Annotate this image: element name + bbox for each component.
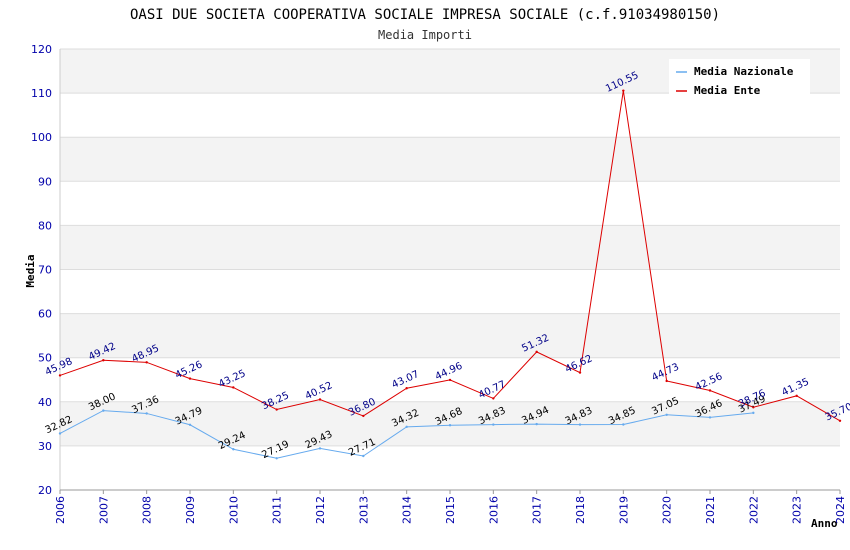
- x-tick-label: 2007: [97, 496, 110, 524]
- y-tick-label: 20: [38, 484, 52, 497]
- plot-band: [60, 313, 840, 358]
- y-tick-label: 110: [31, 87, 52, 100]
- x-tick-label: 2016: [487, 496, 500, 524]
- data-point-media-nazionale: [752, 411, 755, 415]
- x-tick-label: 2010: [227, 496, 240, 524]
- data-point-media-nazionale: [232, 448, 235, 451]
- data-point-media-nazionale: [188, 423, 192, 426]
- x-tick-label: 2013: [357, 496, 370, 524]
- legend-label-media-ente: Media Ente: [694, 84, 761, 97]
- data-point-media-nazionale: [275, 457, 278, 460]
- data-point-media-nazionale: [405, 425, 408, 429]
- legend-box: [669, 59, 810, 99]
- y-tick-label: 80: [38, 219, 52, 232]
- y-tick-label: 60: [38, 308, 52, 321]
- y-tick-label: 70: [38, 264, 52, 277]
- data-point-media-nazionale: [622, 423, 625, 426]
- data-point-media-ente: [232, 386, 235, 389]
- data-point-media-ente: [708, 389, 712, 392]
- data-point-media-ente: [318, 398, 322, 401]
- plot-band: [60, 269, 840, 314]
- plot-background: [60, 49, 840, 490]
- data-point-media-nazionale: [102, 409, 105, 412]
- data-point-media-ente: [448, 378, 452, 382]
- x-tick-label: 2017: [531, 496, 544, 524]
- x-tick-label: 2008: [141, 496, 154, 524]
- x-tick-label: 2022: [747, 496, 760, 524]
- data-point-media-nazionale: [362, 454, 365, 458]
- data-point-media-nazionale: [535, 422, 538, 426]
- plot-band: [60, 93, 840, 138]
- data-point-media-ente: [535, 350, 538, 354]
- x-tick-label: 2015: [444, 496, 457, 524]
- y-axis-title: Media: [24, 254, 37, 287]
- data-point-media-ente: [795, 394, 798, 398]
- x-axis-title: Anno: [811, 517, 838, 530]
- x-tick-label: 2019: [617, 496, 630, 524]
- plot-band: [60, 445, 840, 490]
- data-point-media-ente: [752, 406, 755, 409]
- y-tick-label: 30: [38, 440, 52, 453]
- chart-subtitle: Media Importi: [378, 28, 472, 42]
- data-point-media-nazionale: [708, 416, 712, 419]
- x-tick-label: 2006: [54, 496, 67, 524]
- legend-label-media-nazionale: Media Nazionale: [694, 65, 794, 78]
- x-tick-label: 2011: [271, 496, 284, 524]
- data-point-media-nazionale: [665, 413, 668, 417]
- data-point-media-nazionale: [145, 412, 148, 415]
- x-tick-label: 2018: [574, 496, 587, 524]
- data-point-media-nazionale: [492, 423, 495, 426]
- data-point-media-ente: [102, 359, 105, 362]
- x-tick-label: 2021: [704, 496, 717, 524]
- data-point-media-nazionale: [448, 424, 452, 427]
- data-point-media-ente: [578, 371, 582, 374]
- x-axis-ticks: 2006 2007 2008 2009 2010 2011 2012 2013 2014 2015…: [54, 490, 847, 524]
- plot-band: [60, 137, 840, 182]
- series-lines: [58, 89, 842, 460]
- data-point-media-ente: [405, 387, 408, 390]
- chart-title: OASI DUE SOCIETA COOPERATIVA SOCIALE IMP…: [130, 7, 720, 23]
- y-tick-label: 100: [31, 131, 52, 144]
- x-tick-label: 2009: [184, 496, 197, 524]
- data-point-media-nazionale: [578, 423, 582, 426]
- y-tick-label: 40: [38, 396, 52, 409]
- data-point-media-nazionale: [58, 432, 62, 435]
- data-point-media-ente: [58, 374, 62, 377]
- y-tick-label: 90: [38, 175, 52, 188]
- data-point-media-ente: [665, 379, 668, 383]
- legend: Media Nazionale Media Ente: [669, 59, 810, 99]
- data-point-media-ente: [145, 361, 148, 364]
- data-point-media-ente: [188, 377, 192, 380]
- x-tick-label: 2012: [314, 496, 327, 524]
- x-tick-label: 2023: [791, 496, 804, 524]
- data-point-media-ente: [622, 89, 625, 92]
- x-tick-label: 2014: [401, 496, 414, 524]
- y-tick-label: 50: [38, 352, 52, 365]
- y-tick-label: 120: [31, 43, 52, 56]
- x-tick-label: 2024: [834, 496, 847, 524]
- data-point-media-ente: [838, 419, 842, 422]
- data-point-media-nazionale: [318, 447, 322, 450]
- x-tick-label: 2020: [661, 496, 674, 524]
- data-point-media-ente: [275, 408, 278, 411]
- plot-band: [60, 225, 840, 270]
- y-axis-ticks: 20 30 40 50 60 70 80 90 100 110 120: [31, 43, 52, 497]
- data-point-media-ente: [362, 414, 365, 418]
- plot-band: [60, 181, 840, 226]
- data-point-media-ente: [492, 397, 495, 400]
